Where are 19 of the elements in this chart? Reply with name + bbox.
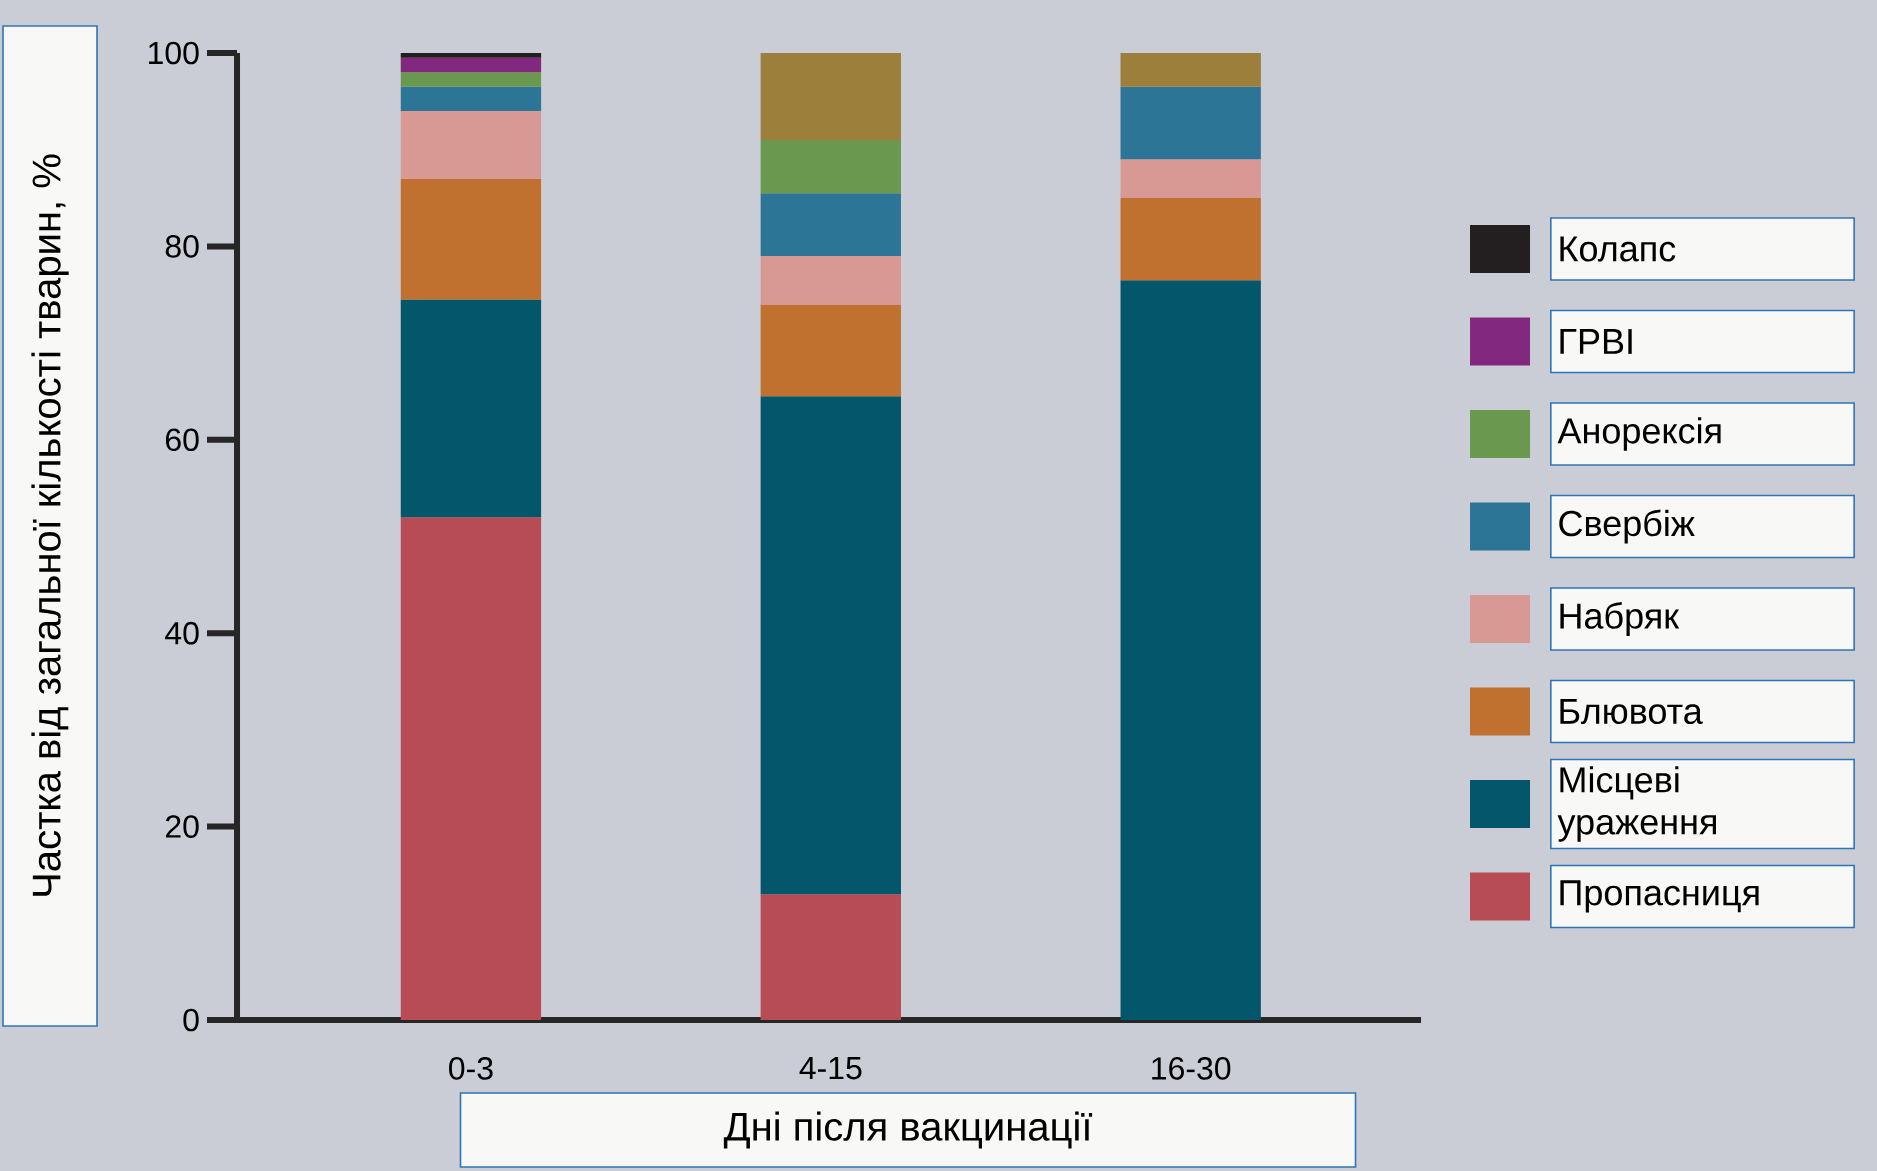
- legend-label: Анорексія: [1557, 417, 1721, 451]
- legend-label: Колапс: [1560, 236, 1676, 262]
- x-tick-label: 16-30: [1152, 1057, 1231, 1080]
- y-tick-label: 60: [165, 428, 199, 452]
- x-tick-label: 0-3: [449, 1057, 493, 1080]
- legend-label: ГРВІ: [1560, 329, 1632, 354]
- x-tick-label: 4-15: [799, 1057, 862, 1080]
- legend-label: Місцеві ураження: [1557, 766, 1716, 842]
- y-tick-label: 100: [149, 41, 199, 65]
- legend-label: Пропасниця: [1560, 880, 1759, 913]
- y-axis-title: Частка від загальної кількості тварин, %: [31, 154, 69, 896]
- y-tick-label: 40: [165, 621, 199, 645]
- y-tick-label: 0: [183, 1008, 199, 1032]
- legend-label: Блювота: [1560, 698, 1703, 725]
- y-tick-label: 80: [165, 235, 199, 258]
- x-axis-title: Дні після вакцинації: [723, 1111, 1093, 1149]
- legend-label: Свербіж: [1559, 509, 1695, 544]
- legend-label: Набряк: [1560, 602, 1680, 636]
- y-tick-label: 20: [165, 815, 199, 838]
